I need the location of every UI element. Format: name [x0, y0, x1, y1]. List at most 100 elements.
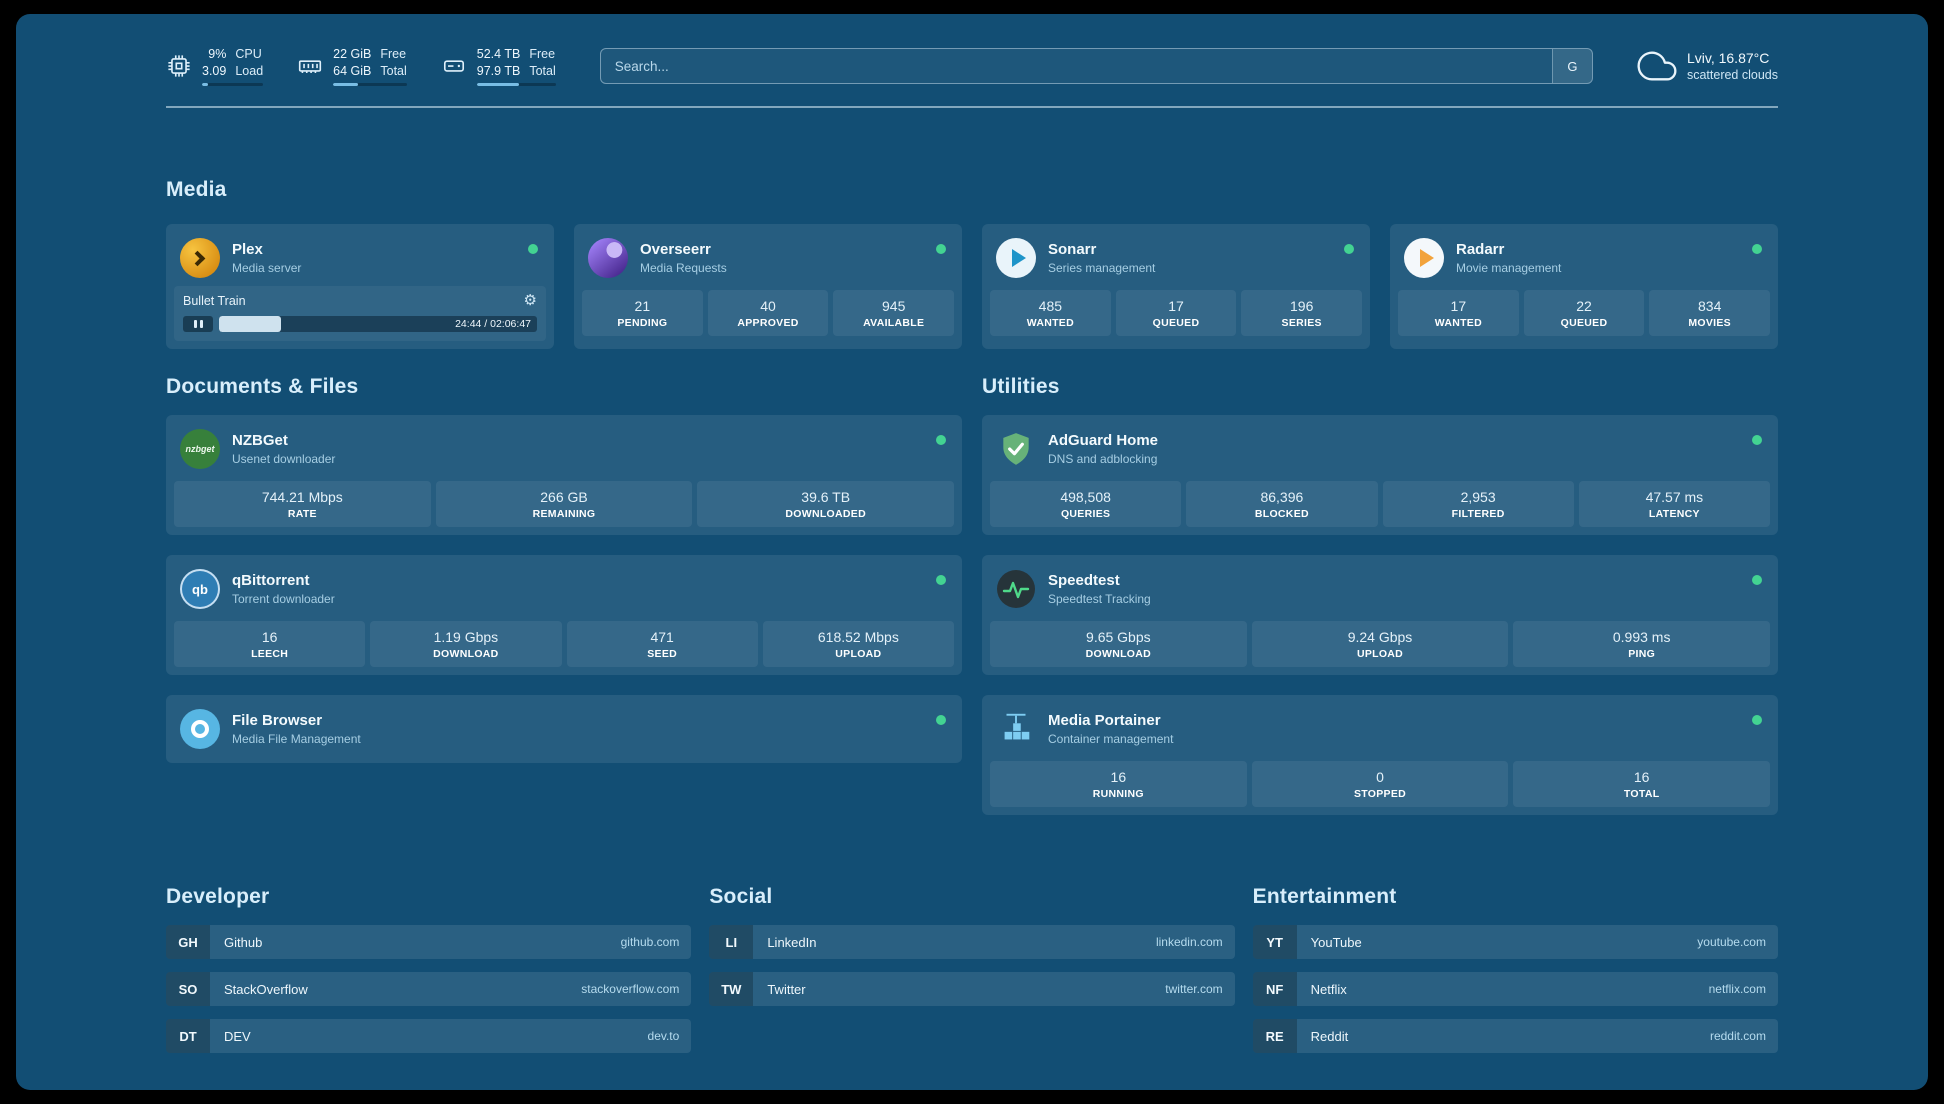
service-title-block: AdGuard Home DNS and adblocking	[1048, 432, 1158, 466]
bookmark-abbr: DT	[166, 1019, 210, 1053]
service-subtitle: Usenet downloader	[232, 452, 336, 466]
memory-total-value: 64 GiB	[333, 63, 372, 78]
stat-value: 86,396	[1260, 489, 1304, 505]
stat-label: UPLOAD	[1356, 648, 1404, 660]
stat-label: WANTED	[1434, 317, 1482, 329]
portainer-icon	[996, 709, 1036, 749]
stat-label: QUERIES	[1060, 508, 1111, 520]
bookmark-github[interactable]: GH Github github.com	[166, 925, 692, 959]
service-name: AdGuard Home	[1048, 432, 1159, 449]
service-card-header: nzbget NZBGet Usenet downloader	[174, 423, 954, 475]
bookmark-linkedin[interactable]: LI LinkedIn linkedin.com	[709, 925, 1235, 959]
stat-block: 9.65 Gbps DOWNLOAD	[990, 621, 1247, 667]
stat-label: QUEUED	[1152, 317, 1200, 329]
service-name: Radarr	[1456, 241, 1505, 258]
memory-progress-bar	[333, 83, 407, 87]
search-bar[interactable]: G	[599, 48, 1593, 84]
bookmark-youtube[interactable]: YT YouTube youtube.com	[1252, 925, 1778, 959]
bookmark-domain: stackoverflow.com	[581, 982, 680, 996]
service-card-nzbget[interactable]: nzbget NZBGet Usenet downloader 744.21 M…	[166, 415, 962, 535]
service-card-filebrowser[interactable]: File Browser Media File Management	[166, 695, 962, 763]
pause-bar-icon	[193, 320, 197, 328]
radarr-icon	[1404, 238, 1444, 278]
stat-block: 17 WANTED	[1398, 290, 1519, 336]
stat-label: RUNNING	[1092, 788, 1144, 800]
section-title-entertainment: Entertainment	[1252, 885, 1397, 908]
bookmark-reddit[interactable]: RE Reddit reddit.com	[1252, 1019, 1778, 1053]
hard-drive-icon	[443, 60, 464, 72]
status-online-dot	[1752, 435, 1762, 445]
service-subtitle: Speedtest Tracking	[1048, 592, 1151, 606]
memory-total-label: Total	[380, 63, 407, 78]
header-divider	[166, 106, 1778, 108]
stat-label: BLOCKED	[1254, 508, 1309, 520]
service-card-qbittorrent[interactable]: qb qBittorrent Torrent downloader 16 LEE…	[166, 555, 962, 675]
service-card-header: Speedtest Speedtest Tracking	[990, 563, 1770, 615]
stat-label: AVAILABLE	[863, 317, 925, 329]
service-title-block: Speedtest Speedtest Tracking	[1048, 572, 1151, 606]
bookmark-dev[interactable]: DT DEV dev.to	[166, 1019, 692, 1053]
service-card-adguard[interactable]: AdGuard Home DNS and adblocking 498,508 …	[982, 415, 1778, 535]
sonarr-icon	[996, 238, 1036, 278]
bookmark-abbr: TW	[709, 972, 754, 1006]
qbittorrent-icon: qb	[180, 569, 220, 609]
section-title-documents: Documents & Files	[166, 375, 359, 398]
service-stats: 498,508 QUERIES 86,396 BLOCKED 2,953 FIL…	[990, 481, 1770, 527]
bookmark-domain: reddit.com	[1709, 1029, 1766, 1043]
weather-widget[interactable]: Lviv, 16.87°C scattered clouds	[1637, 46, 1778, 86]
stat-label: APPROVED	[737, 317, 799, 329]
stat-block: 16 LEECH	[174, 621, 366, 667]
search-input[interactable]	[600, 49, 1552, 83]
service-card-plex[interactable]: Plex Media server Bullet Train ⚙ 24:44 /…	[166, 224, 554, 349]
gear-icon[interactable]: ⚙	[523, 292, 537, 309]
service-card-sonarr[interactable]: Sonarr Series management 485 WANTED 17 Q…	[982, 224, 1370, 349]
stat-block: 1.19 Gbps DOWNLOAD	[370, 621, 562, 667]
service-card-header: Overseerr Media Requests	[582, 232, 954, 284]
stat-block: 834 MOVIES	[1649, 290, 1771, 336]
stat-label: UPLOAD	[835, 648, 882, 660]
service-card-radarr[interactable]: Radarr Movie management 17 WANTED 22 QUE…	[1390, 224, 1778, 349]
service-title-block: Media Portainer Container management	[1048, 712, 1173, 746]
bookmark-abbr: GH	[166, 925, 210, 959]
bookmark-name: StackOverflow	[224, 981, 308, 997]
disk-free-label: Free	[529, 46, 556, 61]
search-provider-button[interactable]: G	[1551, 49, 1592, 83]
bookmark-netflix[interactable]: NF Netflix netflix.com	[1252, 972, 1778, 1006]
pause-button[interactable]	[183, 316, 213, 332]
service-card-overseerr[interactable]: Overseerr Media Requests 21 PENDING 40 A…	[574, 224, 962, 349]
service-title-block: File Browser Media File Management	[232, 712, 361, 746]
bookmark-twitter[interactable]: TW Twitter twitter.com	[709, 972, 1235, 1006]
stat-block: 196 SERIES	[1241, 290, 1363, 336]
stat-value: 9.24 Gbps	[1347, 629, 1413, 645]
play-triangle-glyph	[1419, 249, 1434, 267]
stat-label: PENDING	[617, 317, 668, 329]
status-online-dot	[936, 435, 946, 445]
service-card-portainer[interactable]: Media Portainer Container management 16 …	[982, 695, 1778, 815]
disk-free-value: 52.4 TB	[476, 46, 521, 61]
stat-block: 22 QUEUED	[1523, 290, 1645, 336]
service-stats: 16 LEECH 1.19 Gbps DOWNLOAD 471 SEED 618…	[174, 621, 954, 667]
ram-icon	[299, 60, 322, 74]
stat-value: 16	[1633, 769, 1650, 785]
status-online-dot	[1752, 244, 1762, 254]
service-name: qBittorrent	[232, 572, 310, 589]
service-card-speedtest[interactable]: Speedtest Speedtest Tracking 9.65 Gbps D…	[982, 555, 1778, 675]
bookmark-name: Reddit	[1310, 1028, 1349, 1044]
filebrowser-icon	[180, 709, 220, 749]
service-name: Media Portainer	[1048, 712, 1161, 729]
stat-block: 471 SEED	[566, 621, 758, 667]
nzbget-logo-text: nzbget	[185, 444, 215, 454]
stat-label: LEECH	[251, 648, 289, 660]
stat-label: TOTAL	[1623, 788, 1660, 800]
play-triangle-glyph	[1011, 249, 1026, 267]
service-card-header: AdGuard Home DNS and adblocking	[990, 423, 1770, 475]
service-stats: 485 WANTED 17 QUEUED 196 SERIES	[990, 290, 1363, 336]
service-stats: 9.65 Gbps DOWNLOAD 9.24 Gbps UPLOAD 0.99…	[990, 621, 1771, 667]
stat-block: 39.6 TB DOWNLOADED	[697, 481, 955, 527]
bookmark-stackoverflow[interactable]: SO StackOverflow stackoverflow.com	[166, 972, 692, 1006]
two-column-area: Documents & Files nzbget NZBGet Usenet d…	[166, 375, 1778, 835]
stat-block: 266 GB REMAINING	[435, 481, 693, 527]
playback-progress-fill	[219, 316, 281, 332]
service-card-header: Media Portainer Container management	[990, 703, 1770, 755]
playback-progress-bar[interactable]: 24:44 / 02:06:47	[219, 316, 537, 332]
